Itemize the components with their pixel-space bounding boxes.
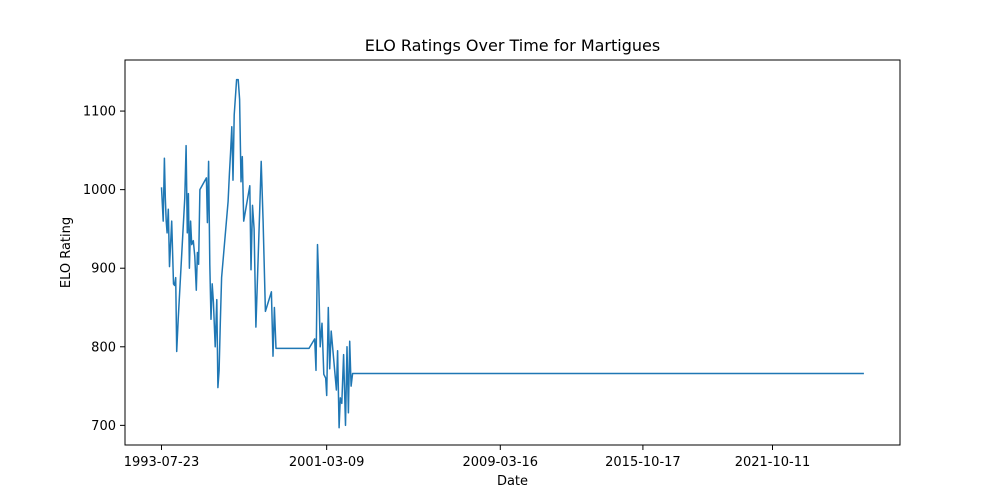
y-axis: 700 800 900 1000 1100 [83,105,125,434]
series-layer [160,78,864,429]
x-tick-label: 2015-10-17 [605,455,681,470]
y-tick-label: 1000 [83,183,116,198]
x-axis-title: Date [497,474,528,489]
x-tick-label: 2001-03-09 [289,455,365,470]
series-line-0 [160,78,864,429]
x-tick-label: 2021-10-11 [735,455,811,470]
x-tick-label: 1993-07-23 [124,455,200,470]
y-tick-label: 1100 [83,105,116,120]
y-tick-label: 900 [91,262,116,277]
chart-title: ELO Ratings Over Time for Martigues [365,36,660,55]
x-axis: 1993-07-23 2001-03-09 2009-03-16 2015-10-17… [124,445,811,470]
y-tick-label: 800 [91,340,116,355]
plot-frame [124,59,901,446]
y-tick-label: 700 [91,419,116,434]
y-axis-title: ELO Rating [59,217,74,288]
x-tick-label: 2009-03-16 [463,455,539,470]
